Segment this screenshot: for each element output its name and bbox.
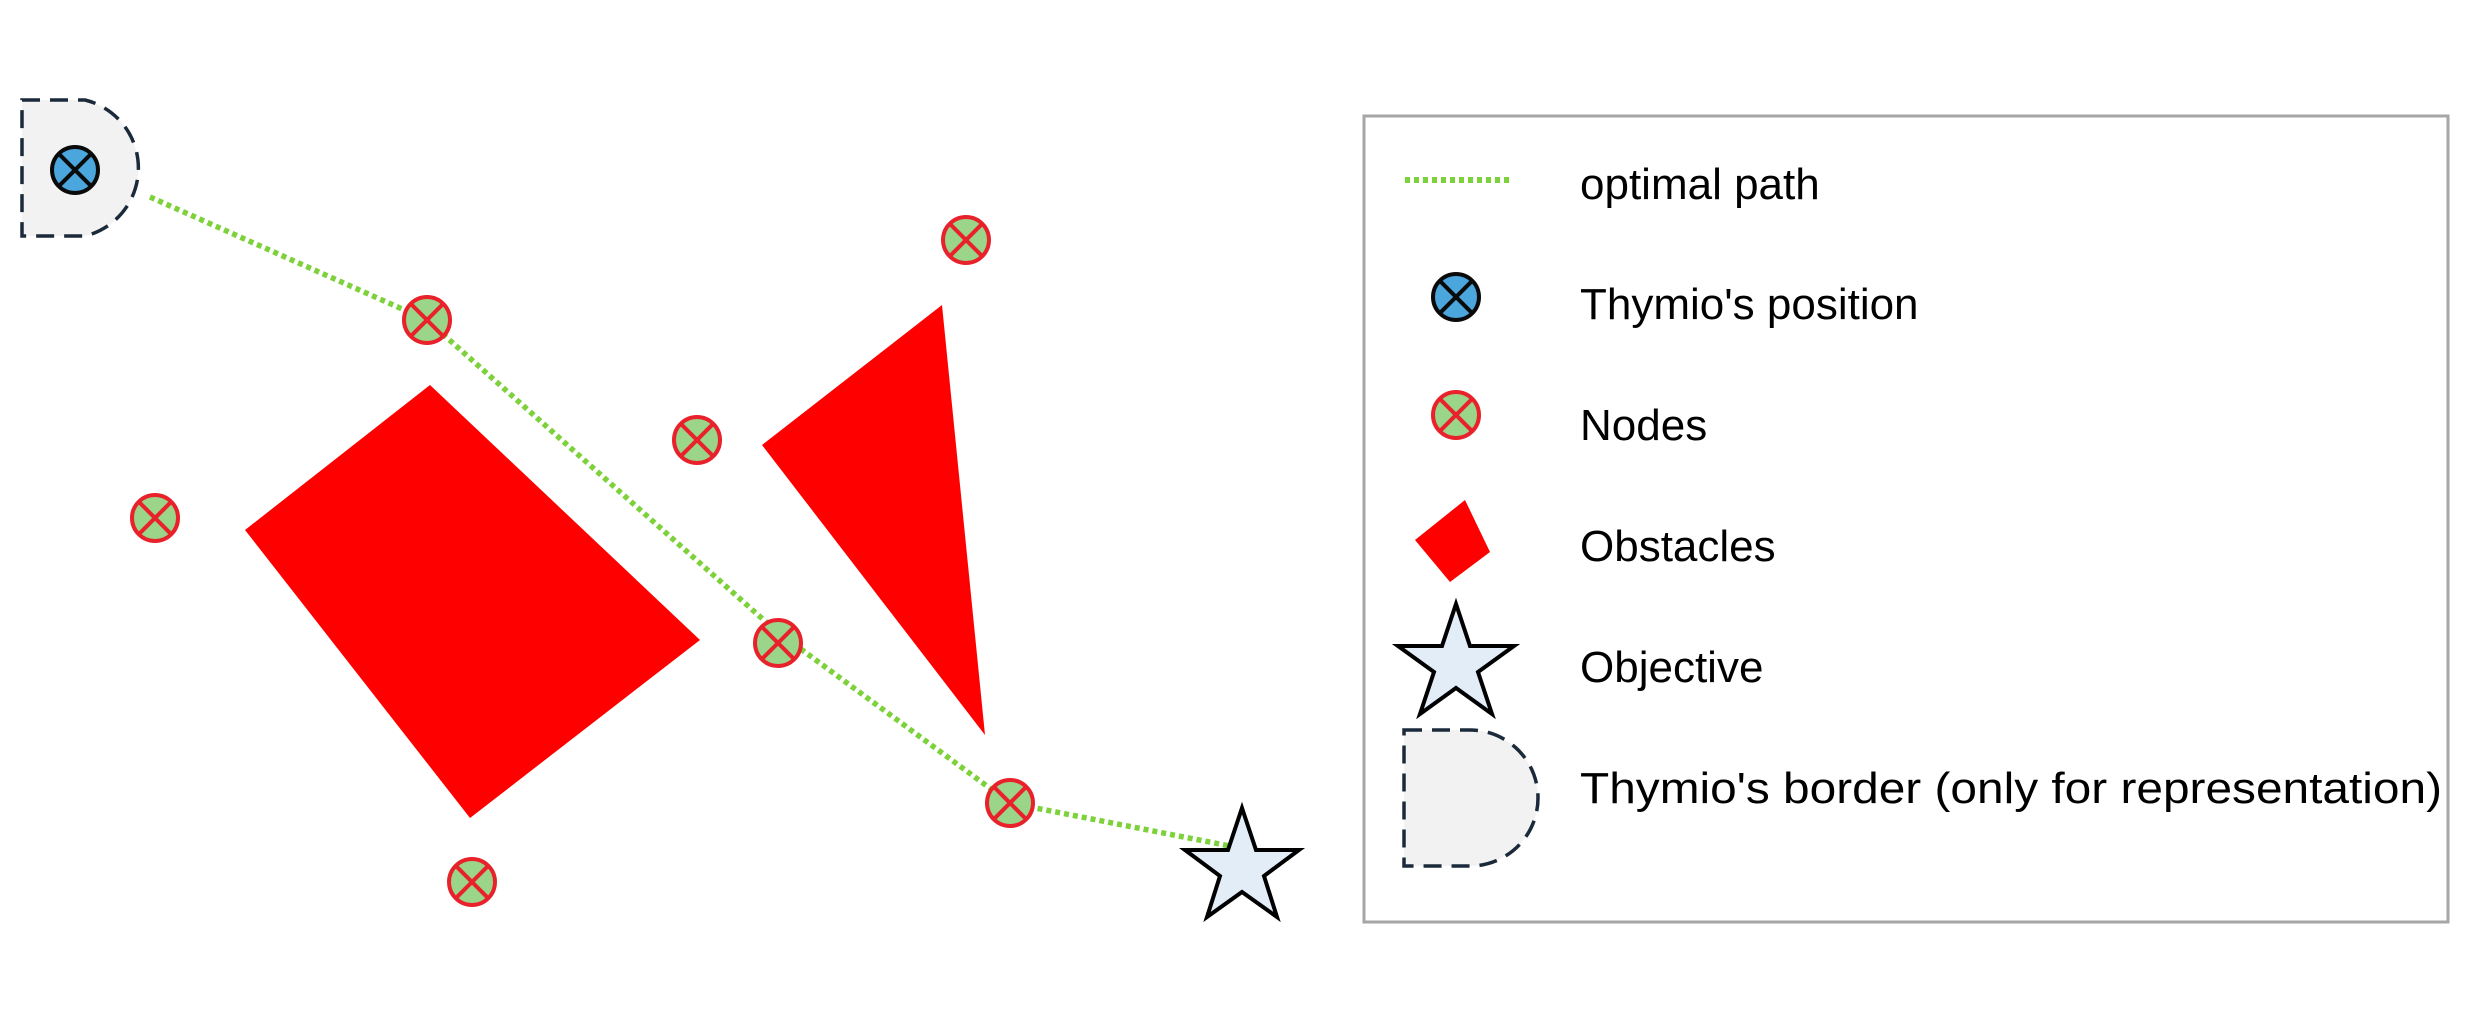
thymio-position-marker bbox=[50, 145, 100, 195]
node bbox=[672, 415, 722, 465]
legend-label-nodes: Nodes bbox=[1580, 401, 1707, 450]
legend-label-optimal-path: optimal path bbox=[1580, 160, 1820, 209]
legend-border-icon bbox=[1402, 728, 1540, 868]
node bbox=[447, 857, 497, 907]
legend-label-obstacles: Obstacles bbox=[1580, 522, 1776, 571]
legend-thymio-position-icon bbox=[1431, 272, 1481, 322]
obstacle-triangle bbox=[762, 305, 985, 735]
legend-obstacle-icon bbox=[1415, 500, 1490, 582]
legend-frame bbox=[1362, 114, 2450, 924]
obstacle-quadrilateral bbox=[245, 385, 700, 818]
legend-label-thymio-position: Thymio's position bbox=[1580, 280, 1919, 329]
node bbox=[402, 295, 452, 345]
node bbox=[985, 778, 1035, 828]
node bbox=[130, 493, 180, 543]
objective-star bbox=[1178, 801, 1306, 923]
legend-label-objective: Objective bbox=[1580, 643, 1763, 692]
legend-node-icon bbox=[1431, 390, 1481, 440]
node bbox=[753, 618, 803, 668]
legend-label-thymio-border: Thymio's border (only for representation… bbox=[1580, 764, 2442, 813]
node bbox=[941, 215, 991, 265]
legend-objective-star-icon bbox=[1391, 597, 1521, 720]
